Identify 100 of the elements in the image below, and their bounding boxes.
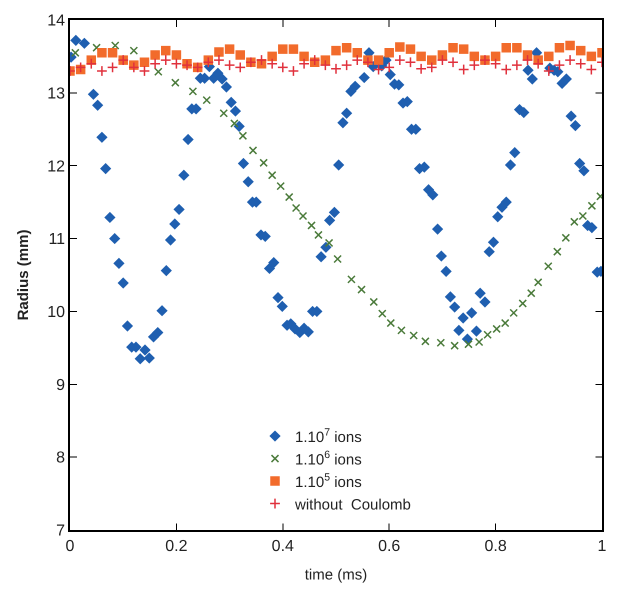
point xyxy=(307,221,316,230)
point xyxy=(106,62,118,74)
point xyxy=(347,275,356,284)
point xyxy=(421,337,430,346)
point xyxy=(202,96,211,104)
point xyxy=(511,60,523,71)
point xyxy=(544,52,554,62)
y-tick-label: 8 xyxy=(56,450,66,467)
point xyxy=(357,285,366,294)
point xyxy=(181,60,193,71)
point xyxy=(266,58,278,70)
point xyxy=(320,60,332,71)
point xyxy=(438,50,448,60)
point xyxy=(378,309,387,318)
point xyxy=(554,42,564,52)
point xyxy=(543,65,554,77)
point xyxy=(522,54,534,66)
point xyxy=(234,62,246,74)
point xyxy=(526,288,536,298)
x-tick-label: 1 xyxy=(598,538,607,555)
point xyxy=(292,204,300,212)
point xyxy=(86,58,97,70)
x-tick-label: 0.2 xyxy=(165,538,188,555)
point xyxy=(140,58,150,68)
point xyxy=(570,218,579,226)
point xyxy=(220,109,228,118)
point xyxy=(340,60,352,71)
point xyxy=(97,48,107,58)
point xyxy=(474,338,484,346)
point xyxy=(397,326,406,335)
point xyxy=(436,54,448,66)
point xyxy=(492,324,501,334)
point xyxy=(96,65,108,77)
point xyxy=(394,54,406,66)
point xyxy=(404,56,416,68)
point xyxy=(150,50,160,60)
point xyxy=(362,56,374,68)
point xyxy=(395,42,405,52)
point xyxy=(267,52,277,62)
point xyxy=(288,44,298,54)
point xyxy=(578,212,588,220)
x-tick-label: 0.8 xyxy=(484,538,507,555)
point xyxy=(238,132,248,140)
point xyxy=(268,170,276,180)
point xyxy=(576,46,586,56)
point xyxy=(352,48,362,58)
point xyxy=(108,48,118,58)
point xyxy=(374,55,384,65)
point xyxy=(298,212,308,220)
point xyxy=(352,54,363,66)
legend-label: 1.10$^{5}$ ions xyxy=(295,472,362,491)
point xyxy=(160,54,172,66)
point xyxy=(188,87,198,96)
y-tick-label: 7 xyxy=(56,522,66,540)
point xyxy=(409,331,418,340)
point xyxy=(256,54,268,66)
point xyxy=(324,238,334,248)
point xyxy=(450,341,459,350)
point xyxy=(490,58,502,70)
point xyxy=(154,67,163,76)
point xyxy=(500,318,510,328)
point xyxy=(170,58,182,70)
y-tick-label: 14 xyxy=(47,12,66,30)
point xyxy=(213,54,225,66)
point xyxy=(248,146,258,155)
point xyxy=(320,55,330,65)
point xyxy=(562,234,570,242)
point xyxy=(370,298,378,306)
y-tick-label: 12 xyxy=(47,158,66,176)
point xyxy=(464,340,473,348)
legend-label: 1.10$^{7}$ ions xyxy=(295,426,362,446)
point xyxy=(586,64,598,76)
point xyxy=(372,64,384,76)
point xyxy=(447,56,459,68)
point xyxy=(468,60,480,71)
legend-label: 1.10$^{6}$ ions xyxy=(295,449,362,468)
point xyxy=(331,46,341,56)
point xyxy=(128,62,140,74)
point xyxy=(386,318,396,328)
x-tick-label: 0.4 xyxy=(272,538,294,555)
point xyxy=(427,55,437,65)
point xyxy=(588,202,596,210)
point xyxy=(333,254,342,264)
point xyxy=(309,54,320,66)
y-tick-label: 13 xyxy=(47,85,66,102)
x-axis-title: time (ms) xyxy=(304,566,368,584)
point xyxy=(522,50,532,60)
point xyxy=(384,62,395,74)
point xyxy=(518,299,527,308)
point xyxy=(458,44,468,54)
point xyxy=(299,52,309,62)
point xyxy=(278,44,288,54)
point xyxy=(512,42,522,52)
y-tick-label: 9 xyxy=(56,376,66,394)
y-tick-label: 11 xyxy=(48,231,66,248)
point xyxy=(501,42,511,52)
point xyxy=(277,62,288,74)
point xyxy=(544,262,553,271)
x-tick-label: 0 xyxy=(66,538,75,555)
point xyxy=(235,50,245,60)
